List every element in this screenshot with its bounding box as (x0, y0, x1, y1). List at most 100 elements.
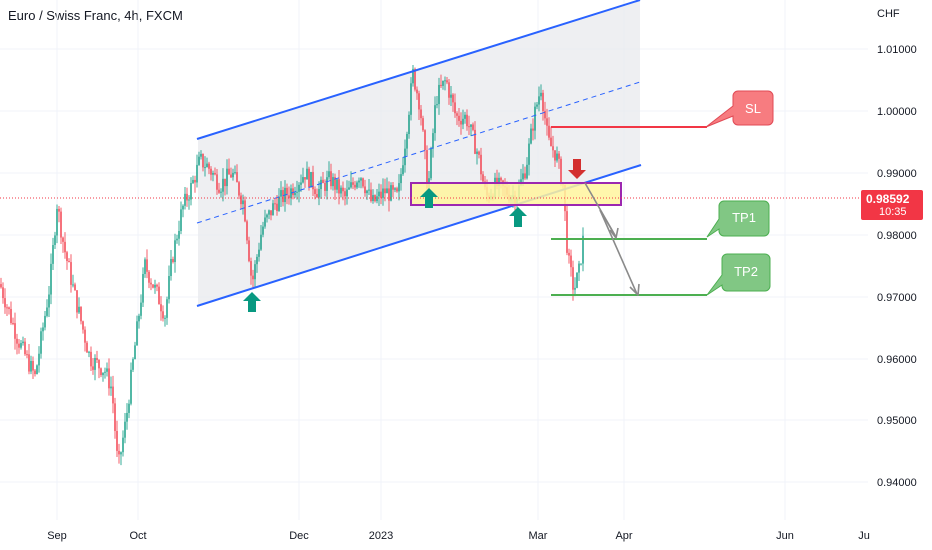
candle-body (436, 104, 438, 106)
candle-body (28, 354, 30, 372)
candle-body (350, 182, 352, 188)
projection-path[interactable] (584, 182, 640, 296)
candle-body (178, 230, 180, 239)
candle-body (294, 192, 296, 196)
candle-body (444, 80, 446, 82)
candle-body (242, 200, 244, 205)
candle-body (234, 172, 236, 174)
candle-body (346, 189, 348, 197)
candle-body (554, 150, 556, 161)
candle-body (54, 235, 56, 246)
candle-body (366, 190, 368, 194)
tp2-callout[interactable] (706, 253, 771, 296)
candle-body (450, 94, 452, 98)
candle-body (296, 191, 298, 193)
tp1-callout[interactable] (706, 200, 770, 238)
candle-body (238, 182, 240, 196)
candle-body (500, 177, 502, 181)
candle-body (390, 185, 392, 201)
candle-body (156, 284, 158, 287)
candle-body (478, 151, 480, 155)
candle-body (424, 130, 426, 151)
candle-body (140, 302, 142, 316)
candle-body (22, 341, 24, 344)
up-arrow-icon[interactable] (243, 292, 261, 312)
y-tick-label: 0.98000 (877, 230, 917, 242)
candle-body (168, 275, 170, 300)
candle-body (40, 331, 42, 354)
candle-body (446, 80, 448, 83)
candle-body (456, 113, 458, 116)
x-tick-label: Dec (289, 530, 309, 542)
candle-body (166, 299, 168, 318)
sl-callout[interactable] (705, 90, 774, 128)
candle-body (64, 241, 66, 253)
channel-mid-line[interactable] (196, 81, 641, 224)
candle-body (544, 110, 546, 119)
candle-body (256, 256, 258, 265)
candle-body (312, 172, 314, 190)
candle-body (192, 179, 194, 184)
candles (0, 64, 584, 466)
candle-body (468, 126, 470, 128)
down-arrow-icon[interactable] (568, 159, 586, 179)
sl-label: SL (745, 101, 761, 116)
y-tick-label: 0.96000 (877, 354, 917, 366)
candle-body (318, 189, 320, 198)
candle-body (106, 368, 108, 372)
candle-body (548, 125, 550, 138)
candle-body (60, 211, 62, 238)
candle-body (582, 235, 584, 264)
candle-body (44, 315, 46, 328)
candle-body (378, 191, 380, 197)
up-arrow-icon[interactable] (509, 207, 527, 227)
candle-body (448, 82, 450, 98)
candle-body (112, 386, 114, 404)
candle-body (462, 118, 464, 125)
candle-body (394, 188, 396, 190)
candle-body (410, 83, 412, 115)
candle-body (276, 203, 278, 211)
candle-body (198, 156, 200, 165)
currency-label: CHF (877, 8, 900, 20)
candle-body (354, 184, 356, 188)
candle-body (46, 307, 48, 316)
candle-body (116, 430, 118, 451)
candle-body (458, 115, 460, 121)
candle-body (380, 191, 382, 198)
y-tick-label: 1.01000 (877, 44, 917, 56)
x-tick-label: 2023 (369, 530, 393, 542)
candle-body (496, 177, 498, 187)
candle-body (528, 143, 530, 165)
candle-body (66, 252, 68, 262)
candle-body (396, 188, 398, 192)
up-arrow-icon[interactable] (420, 188, 438, 208)
candle-body (26, 354, 28, 356)
y-tick-label: 0.99000 (877, 168, 917, 180)
candle-body (420, 109, 422, 119)
candle-body (182, 205, 184, 210)
candle-body (134, 345, 136, 360)
y-axis: 1.01000 1.00000 0.99000 0.98000 0.97000 … (877, 44, 917, 489)
candle-body (188, 199, 190, 201)
candle-body (280, 190, 282, 197)
candle-body (0, 284, 2, 288)
candle-body (434, 105, 436, 134)
channel-upper-line[interactable] (196, 0, 641, 140)
candle-body (364, 186, 366, 194)
x-tick-label: Ju (858, 530, 870, 542)
candle-body (274, 203, 276, 205)
candle-body (414, 68, 416, 90)
candle-body (80, 306, 82, 322)
candle-body (326, 177, 328, 191)
candle-body (270, 210, 272, 216)
candle-body (186, 193, 188, 201)
candle-body (542, 92, 544, 111)
candle-body (388, 188, 390, 201)
candle-body (566, 211, 568, 253)
candle-body (118, 450, 120, 455)
candle-body (150, 282, 152, 285)
support-zone[interactable] (410, 182, 622, 206)
